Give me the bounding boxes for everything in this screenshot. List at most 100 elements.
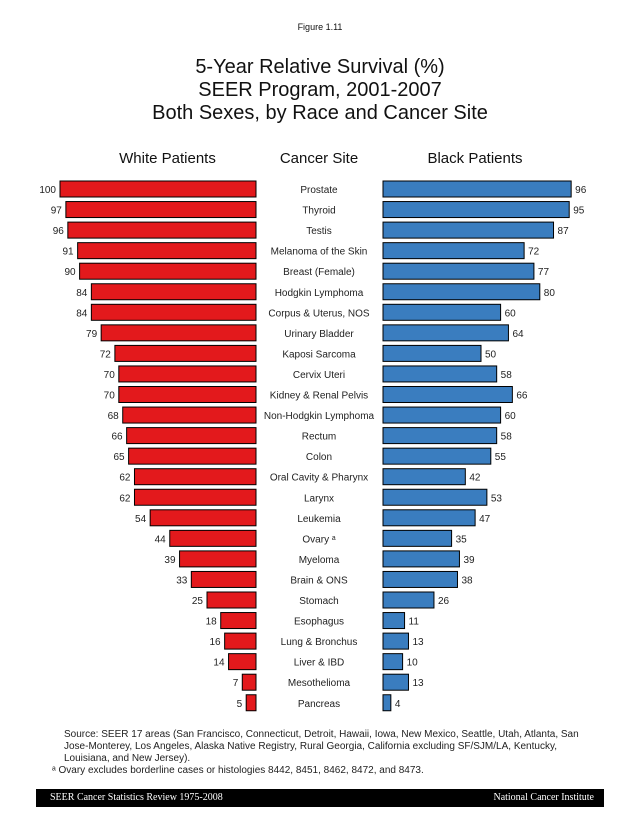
black-bar xyxy=(382,591,435,609)
black-value-label: 58 xyxy=(501,432,513,443)
white-value-label: 90 xyxy=(64,267,76,278)
black-value-label: 4 xyxy=(395,699,401,710)
footer-right: National Cancer Institute xyxy=(493,792,594,803)
white-bar xyxy=(126,427,257,445)
black-value-label: 66 xyxy=(516,391,528,402)
black-bar xyxy=(382,447,492,465)
site-label: Larynx xyxy=(304,493,334,504)
black-value-label: 77 xyxy=(538,267,550,278)
white-bar xyxy=(133,468,257,486)
white-value-label: 54 xyxy=(135,514,147,525)
white-bar xyxy=(133,488,257,506)
white-value-label: 65 xyxy=(113,452,125,463)
white-bar xyxy=(122,406,257,424)
black-value-label: 13 xyxy=(412,678,424,689)
site-label: Ovary ᵃ xyxy=(302,534,335,545)
white-bar xyxy=(79,262,257,280)
site-label: Liver & IBD xyxy=(294,658,345,669)
site-label: Myeloma xyxy=(299,555,340,566)
header-black: Black Patients xyxy=(427,150,523,167)
site-label: Prostate xyxy=(300,185,338,196)
white-value-label: 25 xyxy=(192,596,204,607)
site-label: Urinary Bladder xyxy=(284,329,354,340)
black-bar xyxy=(382,694,392,712)
site-label: Leukemia xyxy=(297,514,341,525)
white-bar xyxy=(67,221,257,239)
white-value-label: 68 xyxy=(108,411,120,422)
black-bar xyxy=(382,365,498,383)
white-value-label: 5 xyxy=(237,699,243,710)
white-bar xyxy=(224,632,257,650)
black-bar xyxy=(382,427,498,445)
black-bar xyxy=(382,406,502,424)
white-value-label: 18 xyxy=(206,617,218,628)
black-bar xyxy=(382,488,488,506)
title-line-2: SEER Program, 2001-2007 xyxy=(198,79,442,101)
white-value-label: 7 xyxy=(233,678,239,689)
black-bar xyxy=(382,632,409,650)
black-bar xyxy=(382,242,525,260)
site-label: Breast (Female) xyxy=(283,267,355,278)
black-value-label: 39 xyxy=(463,555,475,566)
site-label: Brain & ONS xyxy=(290,575,348,586)
white-bar xyxy=(220,612,257,630)
source-note: Source: SEER 17 areas (San Francisco, Co… xyxy=(64,729,579,764)
black-value-label: 58 xyxy=(501,370,513,381)
white-bar xyxy=(190,570,257,588)
chart-title: 5-Year Relative Survival (%) SEER Progra… xyxy=(0,56,640,125)
black-value-label: 60 xyxy=(505,411,517,422)
black-value-label: 72 xyxy=(528,247,540,258)
black-value-label: 80 xyxy=(544,288,556,299)
white-value-label: 62 xyxy=(119,493,131,504)
white-bar xyxy=(118,365,257,383)
white-value-label: 70 xyxy=(104,370,116,381)
footnote: ᵃ Ovary excludes borderline cases or his… xyxy=(52,765,424,776)
white-value-label: 44 xyxy=(155,534,167,545)
white-value-label: 14 xyxy=(213,658,225,669)
black-value-label: 60 xyxy=(505,308,517,319)
site-label: Kaposi Sarcoma xyxy=(282,349,356,360)
site-label: Melanoma of the Skin xyxy=(271,247,368,258)
white-value-label: 84 xyxy=(76,288,88,299)
black-value-label: 53 xyxy=(491,493,503,504)
figure-label: Figure 1.11 xyxy=(297,22,343,32)
black-bar xyxy=(382,386,513,403)
black-bar xyxy=(382,570,458,588)
footer-bar: SEER Cancer Statistics Review 1975-2008 … xyxy=(36,789,604,807)
black-bar xyxy=(382,221,555,239)
white-bar xyxy=(100,324,257,342)
site-label: Oral Cavity & Pharynx xyxy=(270,473,368,484)
white-bar xyxy=(206,591,257,609)
black-bar xyxy=(382,468,466,486)
black-value-label: 87 xyxy=(558,226,570,237)
white-value-label: 70 xyxy=(104,391,116,402)
site-label: Non-Hodgkin Lymphoma xyxy=(264,411,375,422)
site-label: Esophagus xyxy=(294,617,344,628)
black-bar xyxy=(382,612,406,630)
black-bar xyxy=(382,262,535,280)
white-bar xyxy=(169,529,257,547)
white-value-label: 39 xyxy=(164,555,176,566)
black-value-label: 38 xyxy=(461,575,473,586)
white-bar xyxy=(241,673,257,691)
site-label: Hodgkin Lymphoma xyxy=(275,288,364,299)
white-bar xyxy=(179,550,257,568)
black-value-label: 95 xyxy=(573,206,585,217)
black-bar xyxy=(382,283,541,301)
site-label: Cervix Uteri xyxy=(293,370,345,381)
white-bar xyxy=(149,509,257,527)
black-value-label: 11 xyxy=(409,617,420,628)
black-value-label: 13 xyxy=(412,637,424,648)
black-bar xyxy=(382,550,460,568)
black-value-label: 47 xyxy=(479,514,491,525)
black-bar xyxy=(382,673,409,691)
white-value-label: 97 xyxy=(51,206,63,217)
site-label: Thyroid xyxy=(302,206,335,217)
white-bar xyxy=(90,283,257,301)
black-value-label: 96 xyxy=(575,185,587,196)
white-bar xyxy=(77,242,257,260)
footer-left: SEER Cancer Statistics Review 1975-2008 xyxy=(50,792,223,803)
black-bar xyxy=(382,303,502,321)
black-bar xyxy=(382,344,482,362)
